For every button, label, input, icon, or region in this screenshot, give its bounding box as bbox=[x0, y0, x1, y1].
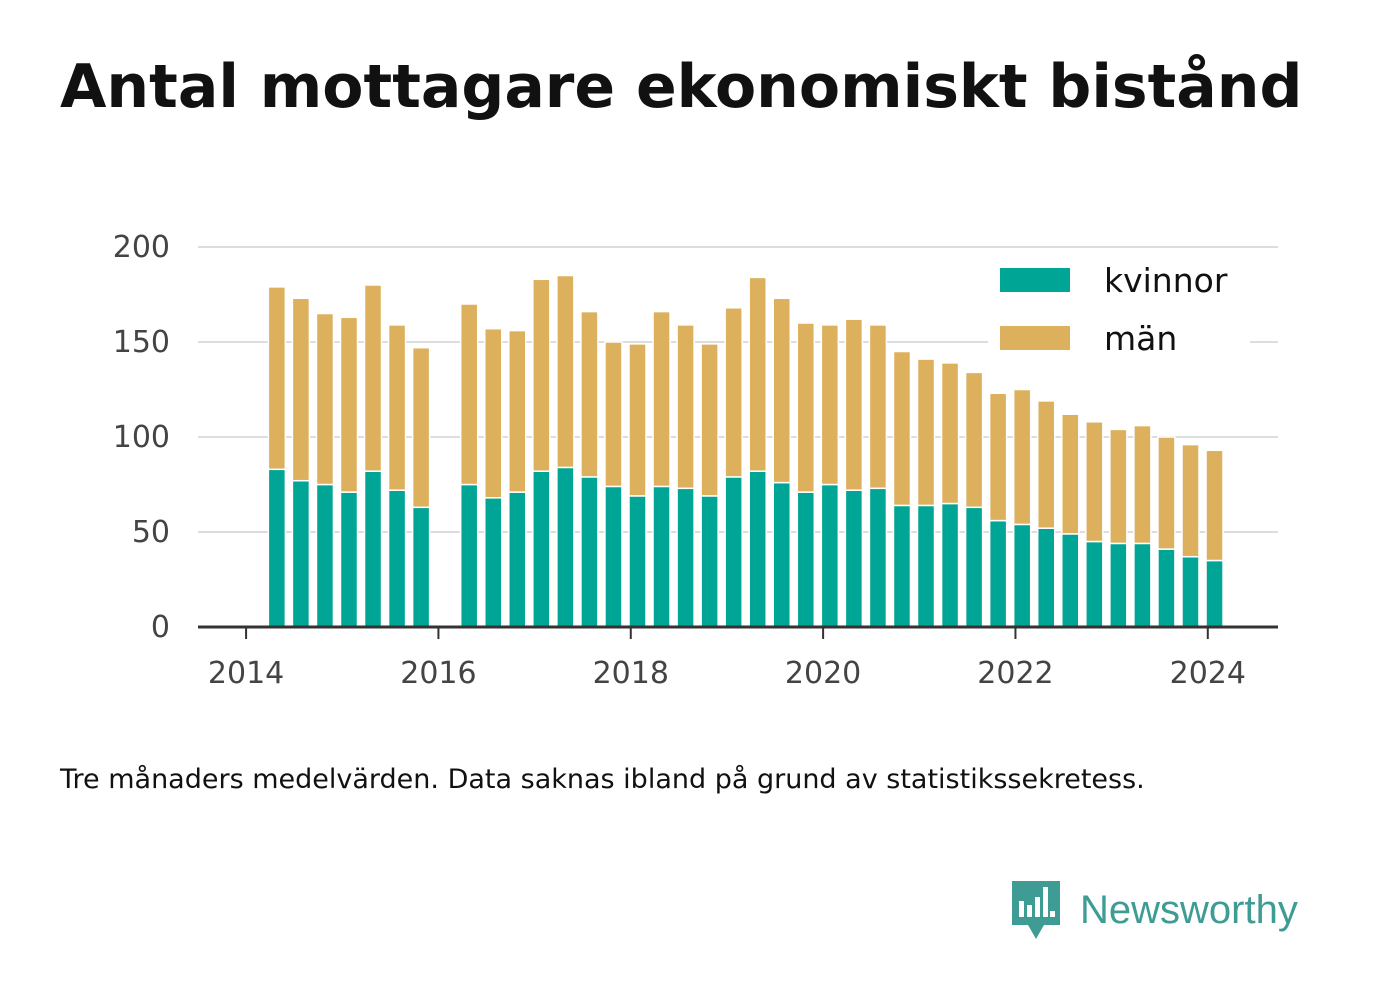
y-tick-label: 100 bbox=[113, 420, 170, 455]
stacked-bar-chart: 0 50 100 150 200 2014 2016 2018 2020 2022 2024 kvin… bbox=[113, 230, 1278, 691]
chart-footnote: Tre månaders medelvärden. Data saknas ib… bbox=[60, 764, 1145, 795]
y-tick-label: 200 bbox=[113, 230, 170, 265]
chart-title: Antal mottagare ekonomiskt bistånd bbox=[60, 52, 1303, 122]
bar-kvinnor bbox=[1109, 542, 1128, 628]
bar-kvinnor bbox=[820, 483, 840, 628]
bar-kvinnor bbox=[1036, 527, 1056, 628]
bar-kvinnor bbox=[868, 487, 888, 628]
brand-name: Newsworthy bbox=[1080, 887, 1298, 932]
bar-man bbox=[676, 324, 695, 490]
legend-swatch bbox=[1000, 326, 1070, 350]
bar-man bbox=[339, 316, 359, 493]
bar-man bbox=[556, 274, 575, 469]
bar-kvinnor bbox=[363, 470, 383, 628]
y-tick-label: 150 bbox=[113, 325, 170, 360]
bar-kvinnor bbox=[796, 491, 816, 628]
legend-swatch bbox=[1000, 268, 1070, 292]
x-tick-label: 2014 bbox=[208, 656, 284, 691]
bar-man bbox=[291, 297, 311, 482]
bar-man bbox=[868, 324, 888, 490]
bar-man bbox=[724, 307, 743, 478]
bar-man bbox=[1012, 388, 1032, 526]
bar-man bbox=[652, 310, 671, 488]
bar-kvinnor bbox=[291, 479, 311, 628]
y-tick-label: 50 bbox=[132, 515, 170, 550]
brand-logo: Newsworthy bbox=[1010, 878, 1298, 942]
x-tick-label: 2024 bbox=[1170, 656, 1246, 691]
bar-man bbox=[604, 341, 623, 488]
bar-man bbox=[628, 343, 647, 497]
bar-man bbox=[387, 324, 407, 491]
bar-man bbox=[1133, 424, 1152, 545]
bar-kvinnor bbox=[1205, 559, 1224, 628]
bar-kvinnor bbox=[508, 491, 527, 628]
bar-man bbox=[1036, 400, 1056, 529]
bar-kvinnor bbox=[411, 506, 431, 628]
bar-man bbox=[1205, 449, 1224, 562]
bar-kvinnor bbox=[556, 466, 575, 628]
bar-kvinnor bbox=[267, 468, 287, 628]
bar-man bbox=[796, 322, 816, 493]
bar-kvinnor bbox=[652, 485, 671, 628]
bar-kvinnor bbox=[1133, 542, 1152, 628]
bar-man bbox=[363, 284, 383, 472]
x-tick-label: 2020 bbox=[785, 656, 861, 691]
legend-label: kvinnor bbox=[1104, 261, 1228, 300]
bar-man bbox=[411, 346, 431, 509]
bar-kvinnor bbox=[1085, 540, 1104, 628]
bar-kvinnor bbox=[1157, 548, 1176, 628]
bar-kvinnor bbox=[724, 476, 743, 628]
bar-kvinnor bbox=[1061, 533, 1080, 628]
bar-man bbox=[940, 362, 960, 505]
bar-man bbox=[820, 324, 840, 486]
bar-man bbox=[988, 392, 1008, 522]
bar-kvinnor bbox=[628, 495, 647, 628]
bar-man bbox=[964, 371, 984, 509]
bar-kvinnor bbox=[964, 506, 984, 628]
bar-man bbox=[1157, 436, 1176, 550]
bar-man bbox=[1109, 428, 1128, 545]
bar-kvinnor bbox=[700, 495, 719, 628]
x-tick-label: 2018 bbox=[593, 656, 669, 691]
bar-man bbox=[700, 343, 719, 497]
y-tick-label: 0 bbox=[151, 610, 170, 645]
bar-man bbox=[508, 329, 527, 493]
bar-kvinnor bbox=[844, 489, 864, 628]
bar-kvinnor bbox=[387, 489, 407, 628]
bar-man bbox=[315, 312, 335, 486]
bar-kvinnor bbox=[940, 502, 960, 628]
bar-kvinnor bbox=[1181, 555, 1200, 628]
bar-man bbox=[532, 278, 551, 472]
bar-kvinnor bbox=[892, 504, 912, 628]
bar-kvinnor bbox=[459, 483, 479, 628]
bar-kvinnor bbox=[916, 504, 936, 628]
bar-kvinnor bbox=[676, 487, 695, 628]
bar-kvinnor bbox=[315, 483, 335, 628]
bar-man bbox=[580, 310, 599, 478]
bar-man bbox=[772, 297, 792, 484]
bar-kvinnor bbox=[772, 481, 792, 628]
bar-man bbox=[1085, 421, 1104, 543]
bar-man bbox=[483, 327, 503, 499]
bar-man bbox=[892, 350, 912, 507]
bar-man bbox=[844, 318, 864, 491]
bar-man bbox=[916, 358, 936, 507]
bar-kvinnor bbox=[483, 497, 503, 628]
bar-kvinnor bbox=[580, 476, 599, 628]
bar-kvinnor bbox=[604, 485, 623, 628]
bar-man bbox=[1181, 443, 1200, 558]
bar-kvinnor bbox=[339, 491, 359, 628]
bar-kvinnor bbox=[1012, 523, 1032, 628]
bar-kvinnor bbox=[748, 470, 767, 628]
bar-man bbox=[1061, 413, 1080, 535]
x-tick-label: 2022 bbox=[977, 656, 1053, 691]
bar-kvinnor bbox=[532, 470, 551, 628]
bar-chart-icon bbox=[1012, 881, 1060, 939]
bar-man bbox=[459, 303, 479, 486]
legend-label: män bbox=[1104, 319, 1177, 358]
bar-kvinnor bbox=[988, 519, 1008, 628]
bar-man bbox=[748, 276, 767, 472]
bar-man bbox=[267, 286, 287, 471]
x-tick-label: 2016 bbox=[400, 656, 476, 691]
